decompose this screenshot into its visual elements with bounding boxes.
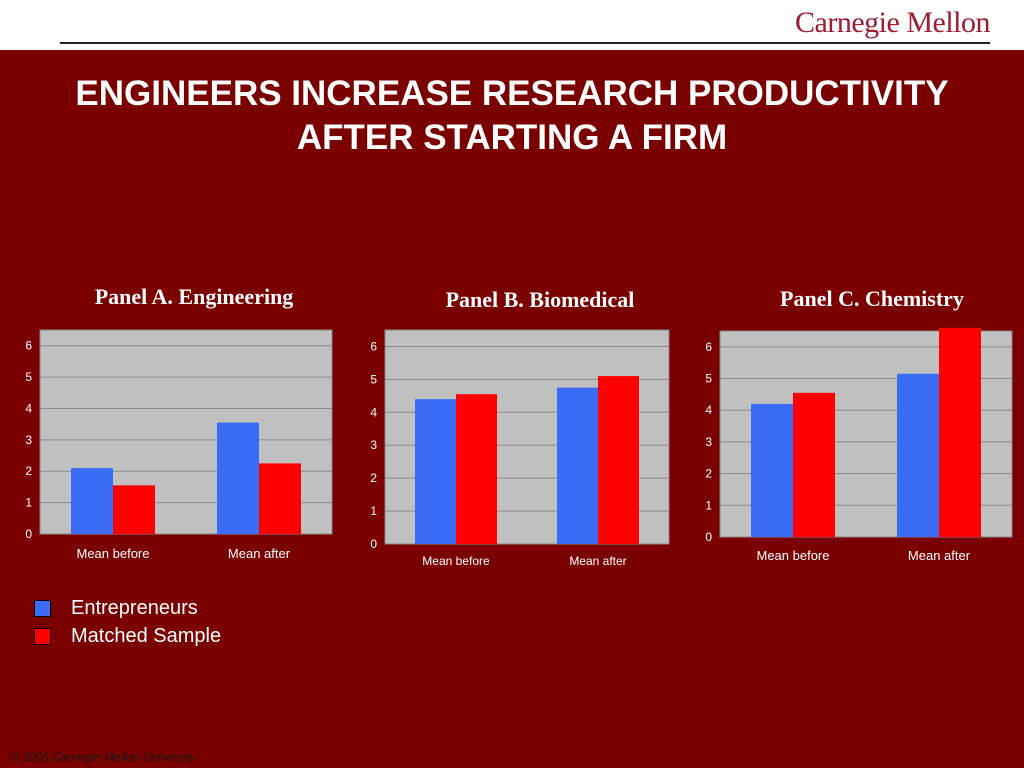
- panel-b-y-tick-label: 2: [370, 471, 377, 485]
- panel-a-title: Panel A. Engineering: [94, 284, 294, 309]
- copyright-footer: © 2005 Carnegie Mellon University: [10, 750, 196, 764]
- legend: Entrepreneurs Matched Sample: [34, 594, 221, 650]
- panel-a-bar: [217, 422, 259, 534]
- panel-a-y-tick-label: 3: [25, 433, 32, 447]
- panel-c-bar: [751, 403, 793, 537]
- legend-label-entrepreneurs: Entrepreneurs: [71, 596, 198, 619]
- panel-b-y-tick-label: 1: [370, 504, 377, 518]
- panel-a-y-tick-label: 0: [25, 527, 32, 541]
- panel-b-y-tick-label: 3: [370, 438, 377, 452]
- panel-c-y-tick-label: 0: [705, 530, 712, 544]
- panel-c-y-tick-label: 2: [705, 467, 712, 481]
- panel-c-bar: [793, 392, 835, 537]
- panel-a-y-tick-label: 2: [25, 464, 32, 478]
- panel-b-bar: [598, 376, 639, 544]
- panel-c-bar: [939, 327, 981, 537]
- legend-item-entrepreneurs: Entrepreneurs: [34, 594, 221, 622]
- legend-swatch-matched-sample: [34, 627, 51, 645]
- panel-a-y-tick-label: 4: [25, 401, 32, 415]
- panel-a-y-tick-label: 1: [25, 496, 32, 510]
- panel-c-y-tick-label: 1: [705, 498, 712, 512]
- slide-title: ENGINEERS INCREASE RESEARCH PRODUCTIVITY…: [0, 72, 1024, 160]
- header-rule: [60, 42, 990, 44]
- panel-c-y-tick-label: 4: [705, 403, 712, 417]
- header-band: [0, 0, 1024, 50]
- carnegie-mellon-logo: Carnegie Mellon: [795, 6, 990, 39]
- panel-b-y-tick-label: 0: [370, 537, 377, 551]
- panel-b-bar: [456, 394, 497, 544]
- panel-c-category-label: Mean before: [757, 548, 830, 563]
- legend-item-matched-sample: Matched Sample: [34, 622, 221, 650]
- panel-c-title: Panel C. Chemistry: [780, 286, 964, 311]
- panel-b-y-tick-label: 5: [370, 372, 377, 386]
- slide-title-line-1: ENGINEERS INCREASE RESEARCH PRODUCTIVITY: [75, 74, 949, 113]
- panel-c-category-label: Mean after: [908, 548, 971, 563]
- panel-b-category-label: Mean after: [569, 554, 626, 568]
- panel-b-category-label: Mean before: [422, 554, 490, 568]
- panel-a-bar: [259, 463, 301, 534]
- panel-a-category-label: Mean after: [228, 546, 291, 561]
- panel-b-bar: [557, 387, 598, 544]
- panel-c-y-tick-label: 3: [705, 435, 712, 449]
- panel-a-y-tick-label: 6: [25, 339, 32, 353]
- legend-swatch-entrepreneurs: [34, 599, 51, 617]
- panel-a-bar: [113, 485, 155, 534]
- panel-b-title: Panel B. Biomedical: [445, 287, 635, 312]
- panel-b-y-tick-label: 6: [370, 339, 377, 353]
- slide-title-line-2: AFTER STARTING A FIRM: [296, 118, 728, 157]
- panel-c-y-tick-label: 6: [705, 340, 712, 354]
- panel-b-y-tick-label: 4: [370, 405, 377, 419]
- legend-label-matched-sample: Matched Sample: [71, 624, 222, 647]
- panel-c-bar: [897, 373, 939, 537]
- panel-c-y-tick-label: 5: [705, 372, 712, 386]
- panel-b-bar: [415, 399, 456, 544]
- panel-a-category-label: Mean before: [77, 546, 150, 561]
- panel-a-bar: [71, 468, 113, 534]
- panel-a-y-tick-label: 5: [25, 370, 32, 384]
